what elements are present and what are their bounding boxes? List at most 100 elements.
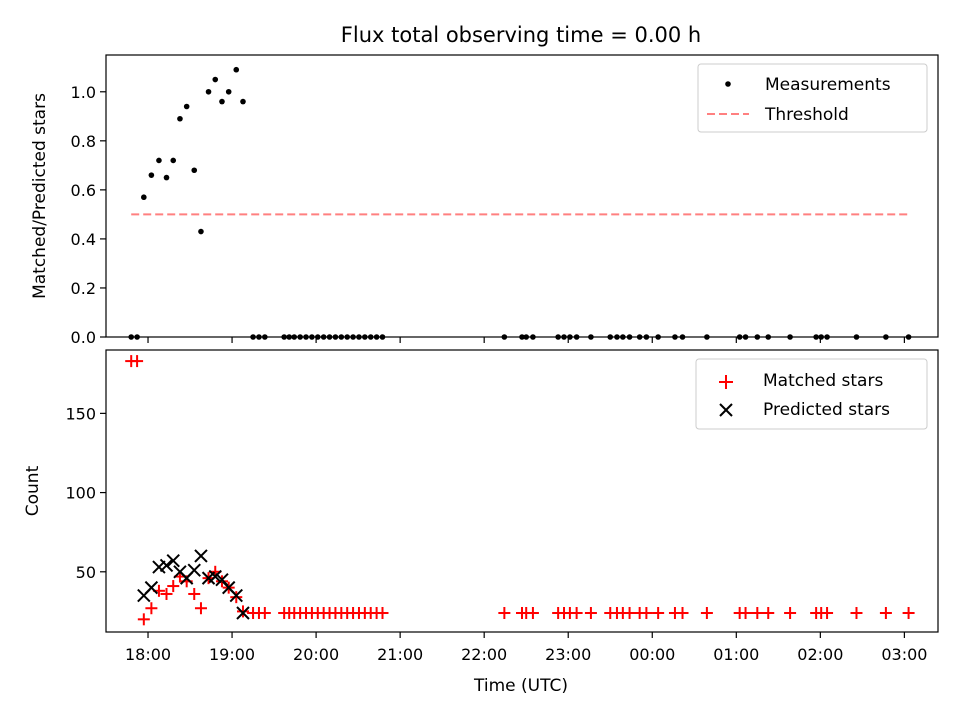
measurements-point xyxy=(212,76,219,83)
x-tick-label: 23:00 xyxy=(545,645,591,664)
measurements-point xyxy=(281,334,287,340)
measurements-point xyxy=(813,334,819,340)
x-tick-label: 03:00 xyxy=(881,645,927,664)
measurements-point xyxy=(320,334,327,340)
matched-stars-point xyxy=(584,606,597,619)
matched-stars-point xyxy=(215,575,228,588)
measurements-point xyxy=(519,334,525,340)
measurements-point xyxy=(655,334,661,340)
measurements-point xyxy=(367,334,374,340)
legend-label-predicted-stars: Predicted stars xyxy=(763,400,890,420)
x-tick-label: 21:00 xyxy=(377,645,423,664)
top-y-axis-label: Matched/Predicted stars xyxy=(30,93,50,299)
measurements-point xyxy=(742,334,749,340)
measurements-point xyxy=(561,334,567,340)
measurements-point xyxy=(620,334,626,340)
bottom-y-tick-label: 100 xyxy=(65,484,96,503)
measurements-point xyxy=(736,334,743,340)
bottom-panel: 50 100 150 18:00 19:00 20:00 21:00 22:00 23:00 0… xyxy=(23,349,939,696)
measurements-point xyxy=(765,334,772,340)
predicted-stars-point xyxy=(208,569,222,584)
matched-stars-point xyxy=(230,591,243,604)
measurements-point xyxy=(309,334,315,340)
measurements-point xyxy=(905,334,912,340)
matched-stars-point xyxy=(167,580,180,593)
top-panel: 0.0 0.2 0.4 0.6 0.8 1.0 Matched/Predicted sta… xyxy=(30,54,939,347)
measurements-point xyxy=(704,334,710,340)
matched-stars-point xyxy=(676,606,689,619)
matched-stars-point xyxy=(498,606,511,619)
measurements-point xyxy=(141,194,147,201)
measurements-point xyxy=(338,334,345,340)
measurements-point xyxy=(530,334,536,340)
measurements-point xyxy=(250,334,256,340)
bottom-legend-frame xyxy=(695,358,928,430)
measurements-point xyxy=(297,334,303,340)
measurements-point xyxy=(679,334,686,340)
top-y-tick-label: 0.4 xyxy=(71,230,96,249)
measurements-point xyxy=(362,334,368,340)
matched-stars-point xyxy=(258,606,271,619)
measurements-point xyxy=(148,172,155,178)
matched-stars-point xyxy=(570,606,583,619)
bottom-legend: Matched stars Predicted stars xyxy=(695,358,928,430)
top-y-axis: 0.0 0.2 0.4 0.6 0.8 1.0 xyxy=(71,83,106,347)
legend-marker-predicted-stars xyxy=(719,403,733,417)
measurements-point xyxy=(350,334,356,340)
measurements-point xyxy=(303,334,309,340)
measurements-point xyxy=(754,334,761,340)
matched-stars-point xyxy=(188,587,201,600)
measurements-point xyxy=(225,88,232,95)
legend-label-measurements: Measurements xyxy=(765,75,891,95)
bottom-series xyxy=(125,355,915,626)
measurements-point xyxy=(636,334,643,340)
top-y-tick-label: 1.0 xyxy=(71,83,96,102)
top-series xyxy=(128,66,912,340)
measurements-point xyxy=(163,174,170,181)
matched-stars-point xyxy=(751,606,764,619)
matched-stars-point xyxy=(236,605,249,618)
x-tick-label: 01:00 xyxy=(713,645,759,664)
matched-stars-point xyxy=(784,606,797,619)
bottom-y-axis: 50 100 150 xyxy=(65,404,106,582)
measurements-point xyxy=(573,334,580,340)
measurements-point xyxy=(183,103,190,110)
measurements-point xyxy=(191,167,198,174)
matched-stars-point xyxy=(145,602,158,615)
measurements-point xyxy=(344,334,350,340)
measurements-point xyxy=(332,334,339,340)
measurements-point xyxy=(614,334,620,340)
measurements-point xyxy=(787,334,793,340)
legend-label-matched-stars: Matched stars xyxy=(763,371,883,391)
legend-marker-matched-stars xyxy=(719,375,733,389)
matched-stars-point xyxy=(850,606,863,619)
top-y-tick-label: 0.2 xyxy=(71,279,96,298)
measurements-point xyxy=(286,334,293,340)
x-tick-label: 20:00 xyxy=(293,645,339,664)
x-tick-label: 02:00 xyxy=(797,645,843,664)
measurements-point xyxy=(853,334,860,340)
x-axis-label: Time (UTC) xyxy=(473,676,568,696)
measurements-point xyxy=(240,98,246,105)
predicted-stars-point xyxy=(159,558,174,573)
matched-stars-point xyxy=(739,606,752,619)
top-legend-frame xyxy=(697,63,928,133)
x-tick-label: 00:00 xyxy=(629,645,675,664)
matched-stars-point xyxy=(821,606,834,619)
measurements-point xyxy=(356,334,362,340)
measurements-point xyxy=(672,334,678,340)
matched-stars-point xyxy=(762,606,775,619)
matched-stars-point xyxy=(160,587,173,600)
matched-stars-point xyxy=(640,606,653,619)
matched-stars-point xyxy=(376,606,389,619)
predicted-stars-point xyxy=(236,606,250,620)
predicted-stars-point xyxy=(187,563,201,577)
top-y-tick-label: 0.6 xyxy=(71,181,96,200)
chart-title: Flux total observing time = 0.00 h xyxy=(341,23,701,47)
measurements-point xyxy=(326,334,333,340)
measurements-point xyxy=(233,66,240,73)
matched-stars-point xyxy=(623,606,636,619)
matched-stars-point xyxy=(526,606,539,619)
measurements-point xyxy=(883,334,889,340)
